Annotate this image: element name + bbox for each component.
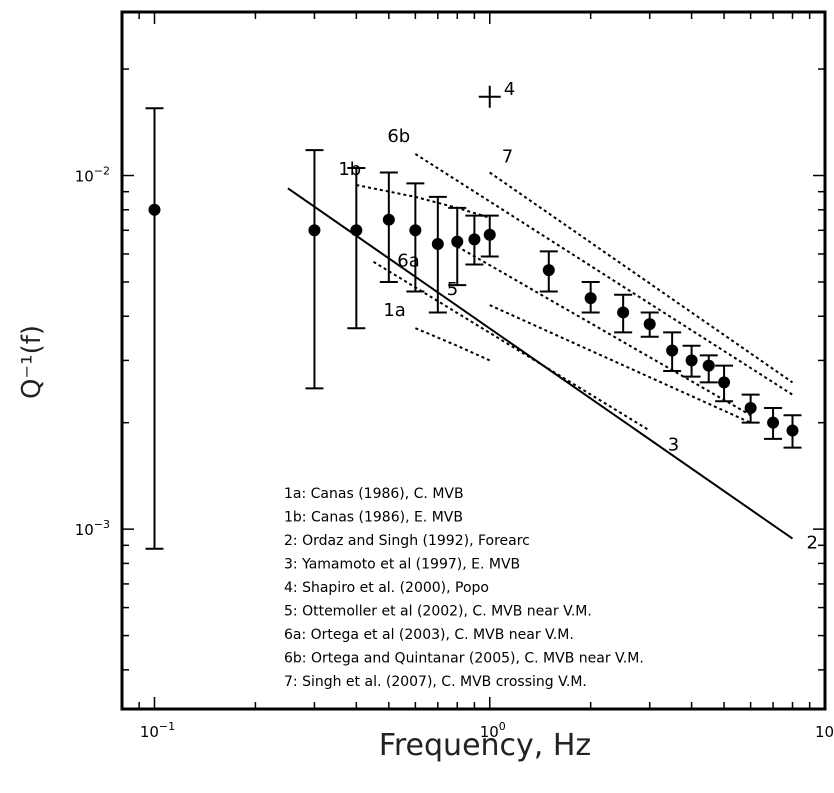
legend-entry: 7: Singh et al. (2007), C. MVB crossing …: [284, 674, 587, 690]
x-tick-label: 100: [480, 720, 506, 741]
curve-1b: [356, 184, 490, 219]
point-marker: [409, 224, 422, 237]
curve-label-3: 3: [668, 435, 679, 456]
data-point: [465, 214, 484, 266]
curve-label-4: 4: [504, 79, 515, 100]
curve-label-6a: 6a: [397, 250, 419, 271]
curve-label-1a: 1a: [383, 300, 405, 321]
data-point: [379, 171, 398, 283]
data-point: [699, 354, 718, 384]
curve-6a: [456, 245, 752, 417]
data-point: [305, 149, 324, 390]
point-marker: [382, 213, 395, 226]
point-marker: [350, 224, 363, 237]
data-point: [428, 195, 447, 314]
point-marker: [718, 376, 731, 389]
curve-6b: [414, 153, 794, 396]
legend-entry: 3: Yamamoto et al (1997), E. MVB: [284, 557, 520, 573]
data-point: [347, 167, 366, 330]
legend-entry: 5: Ottemoller et al (2002), C. MVB near …: [284, 604, 592, 620]
curve-label-7: 7: [502, 146, 513, 167]
point-marker: [744, 402, 757, 415]
point-marker: [617, 306, 630, 319]
data-point: [480, 214, 499, 258]
curve-2: [287, 187, 794, 540]
x-tick-label: 10−1: [140, 720, 175, 741]
point-marker: [702, 359, 715, 372]
curve-label-2: 2: [807, 533, 818, 554]
axis-ticks: [121, 12, 826, 709]
legend-entry: 4: Shapiro et al. (2000), Popo: [284, 580, 489, 596]
curve-label-5: 5: [447, 279, 458, 300]
reference-curves: [287, 85, 794, 540]
curve-7: [489, 171, 794, 384]
legend-entry: 1b: Canas (1986), E. MVB: [284, 510, 463, 526]
y-axis-title: Q⁻¹(f): [17, 325, 47, 399]
point-marker: [542, 264, 555, 277]
point-marker: [767, 416, 780, 429]
legend-entry: 2: Ordaz and Singh (1992), Forearc: [284, 533, 530, 549]
data-point: [741, 393, 760, 424]
x-axis-title: Frequency, Hz: [379, 728, 591, 763]
data-points: [145, 107, 802, 550]
legend-entry: 1a: Canas (1986), C. MVB: [284, 486, 464, 502]
data-point: [145, 107, 164, 550]
data-point: [764, 407, 783, 440]
point-marker: [308, 224, 321, 237]
point-marker: [451, 235, 464, 248]
point-marker: [148, 203, 161, 216]
data-point: [581, 280, 600, 314]
legend-entry: 6a: Ortega et al (2003), C. MVB near V.M…: [284, 627, 574, 643]
point-marker: [786, 424, 799, 437]
y-tick-label: 10−2: [75, 165, 110, 186]
curve-labels: 1a 1b 2 3 4 5 6a 6b 7: [338, 79, 818, 554]
point-marker: [666, 344, 679, 357]
curve-label-1b: 1b: [338, 159, 361, 180]
data-point: [663, 331, 682, 373]
data-point: [406, 182, 425, 293]
data-point: [783, 414, 802, 449]
data-point: [614, 293, 633, 334]
data-point: [682, 344, 701, 378]
legend: 1a: Canas (1986), C. MVB 1b: Canas (1986)…: [284, 486, 644, 690]
data-point: [715, 364, 734, 403]
point-marker: [584, 292, 597, 305]
point-marker: [431, 238, 444, 251]
data-point: [539, 250, 558, 293]
curve-1a: [415, 327, 491, 362]
x-tick-label: 101: [815, 720, 834, 741]
x-tick-labels: 10−1 100 101: [140, 720, 834, 741]
data-point: [640, 311, 659, 338]
point-marker: [643, 318, 656, 331]
data-point: [448, 206, 467, 287]
legend-entry: 6b: Ortega and Quintanar (2005), C. MVB …: [284, 651, 644, 667]
y-tick-label: 10−3: [75, 518, 110, 539]
point-marker: [468, 233, 481, 246]
point-marker: [685, 354, 698, 367]
y-tick-labels: 10−3 10−2: [75, 165, 110, 540]
point-marker: [483, 228, 496, 241]
curve-label-6b: 6b: [387, 126, 410, 147]
